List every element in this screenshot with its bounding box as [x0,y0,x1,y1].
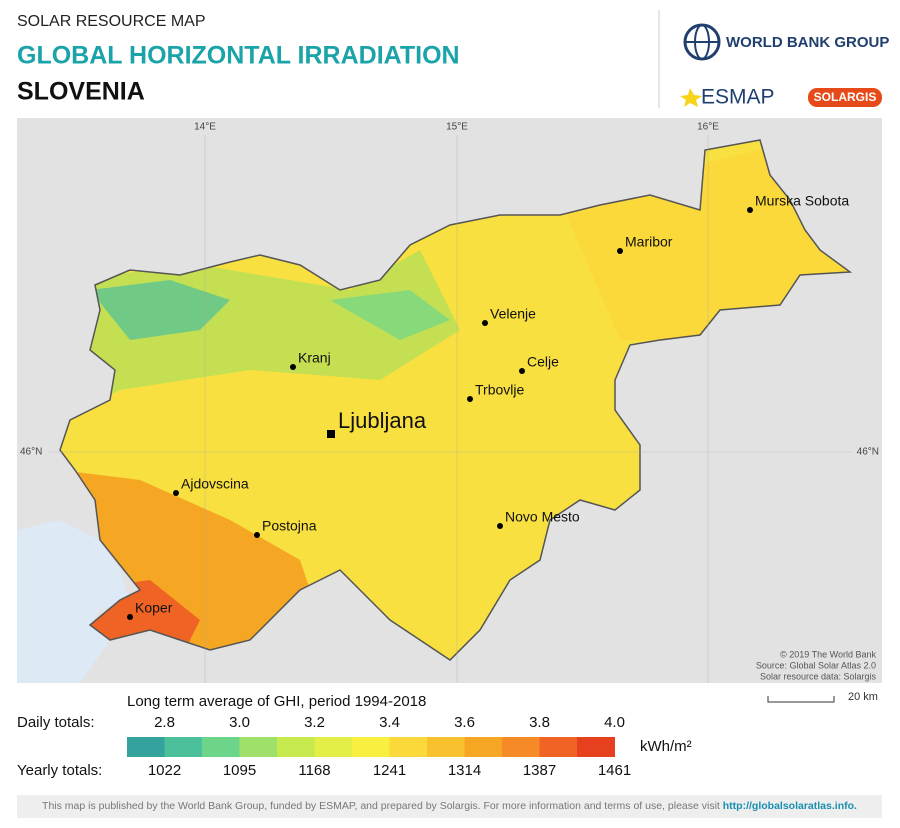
lon-label: 15°E [446,122,468,133]
city-marker [254,532,260,538]
city-label: Novo Mesto [505,509,580,525]
daily-label: Daily totals: [17,714,95,731]
esmap-icon [680,88,702,107]
lon-label: 16°E [697,122,719,133]
city-marker [467,396,473,402]
daily-value: 2.8 [154,714,175,731]
capital-marker [327,430,335,438]
region-alpine-high [330,290,450,340]
solargis-badge [808,88,882,107]
yearly-value: 1168 [298,762,330,779]
legend: 2.8 3.0 3.2 3.4 3.6 3.8 4.0 1022 1095 1168 1241 131… [127,714,631,779]
daily-value: 3.0 [229,714,250,731]
legend-swatch [127,737,165,757]
daily-value: 3.2 [304,714,325,731]
header-label: SOLAR RESOURCE MAP [17,13,205,30]
city-label: Koper [135,600,173,616]
footer-text: This map is published by the World Bank … [42,800,723,812]
city-label: Postojna [262,518,317,534]
legend-swatch [277,737,315,757]
sea [17,520,130,683]
credit: © 2019 The World Bank [780,649,876,659]
yearly-value: 1387 [523,762,556,779]
yearly-value: 1461 [598,762,631,779]
header-country: SLOVENIA [17,78,145,106]
yearly-value: 1314 [448,762,481,779]
legend-swatch [389,737,428,757]
legend-swatch [539,737,578,757]
legend-title: Long term average of GHI, period 1994-20… [127,693,426,710]
footer-link[interactable]: http://globalsolaratlas.info. [722,800,857,812]
capital-label: Ljubljana [338,408,427,433]
footer: This map is published by the World Bank … [17,795,882,818]
city-marker [173,490,179,496]
esmap-name: ESMAP [701,86,775,109]
yearly-label: Yearly totals: [17,762,102,779]
city-marker [497,523,503,529]
legend-swatch [577,737,615,757]
legend-swatch [239,737,278,757]
city-label: Ajdovscina [181,476,249,492]
cities: Murska Sobota Maribor Velenje CeljeTrbovlje… [127,193,849,620]
yearly-value: 1241 [373,762,406,779]
legend-swatch [502,737,540,757]
city-label: Maribor [625,234,673,250]
city-marker [747,207,753,213]
daily-value: 3.6 [454,714,475,731]
legend-swatch [202,737,240,757]
graticule: 14°E 15°E 16°E 46°N 46°N [20,122,879,683]
lat-label: 46°N [20,447,42,458]
scale-label: 20 km [848,691,878,703]
legend-swatch [352,737,390,757]
city-marker [617,248,623,254]
city-marker [519,368,525,374]
world-bank-name: WORLD BANK GROUP [726,34,889,51]
credit: Source: Global Solar Atlas 2.0 [756,660,876,670]
esmap-logo: ESMAP [680,86,775,109]
city-marker [127,614,133,620]
world-bank-logo: WORLD BANK GROUP [683,23,889,61]
legend-swatch [464,737,503,757]
region-alpine-high [90,280,230,340]
legend-swatch [164,737,203,757]
city-label: Trbovlje [475,382,524,398]
yearly-value: 1022 [148,762,181,779]
city-marker [482,320,488,326]
city-label: Kranj [298,350,331,366]
city-label: Celje [527,354,559,370]
lon-label: 14°E [194,122,216,133]
city-label: Murska Sobota [755,193,849,209]
solargis-logo: SOLARGIS [808,88,882,107]
lat-label: 46°N [857,447,879,458]
country-border [59,139,853,661]
daily-value: 3.4 [379,714,400,731]
credit: Solar resource data: Solargis [760,671,877,681]
daily-value: 4.0 [604,714,625,731]
yearly-value: 1095 [223,762,256,779]
city-marker [290,364,296,370]
header-title: GLOBAL HORIZONTAL IRRADIATION [17,42,460,70]
daily-value: 3.8 [529,714,550,731]
legend-swatch [427,737,465,757]
map-frame: 14°E 15°E 16°E 46°N 46°N Murska Sobota Maribo… [17,118,882,683]
solargis-name: SOLARGIS [814,90,877,104]
legend-unit: kWh/m² [640,738,692,755]
scale-bar [767,696,835,703]
city-label: Velenje [490,306,536,322]
legend-swatch [314,737,353,757]
